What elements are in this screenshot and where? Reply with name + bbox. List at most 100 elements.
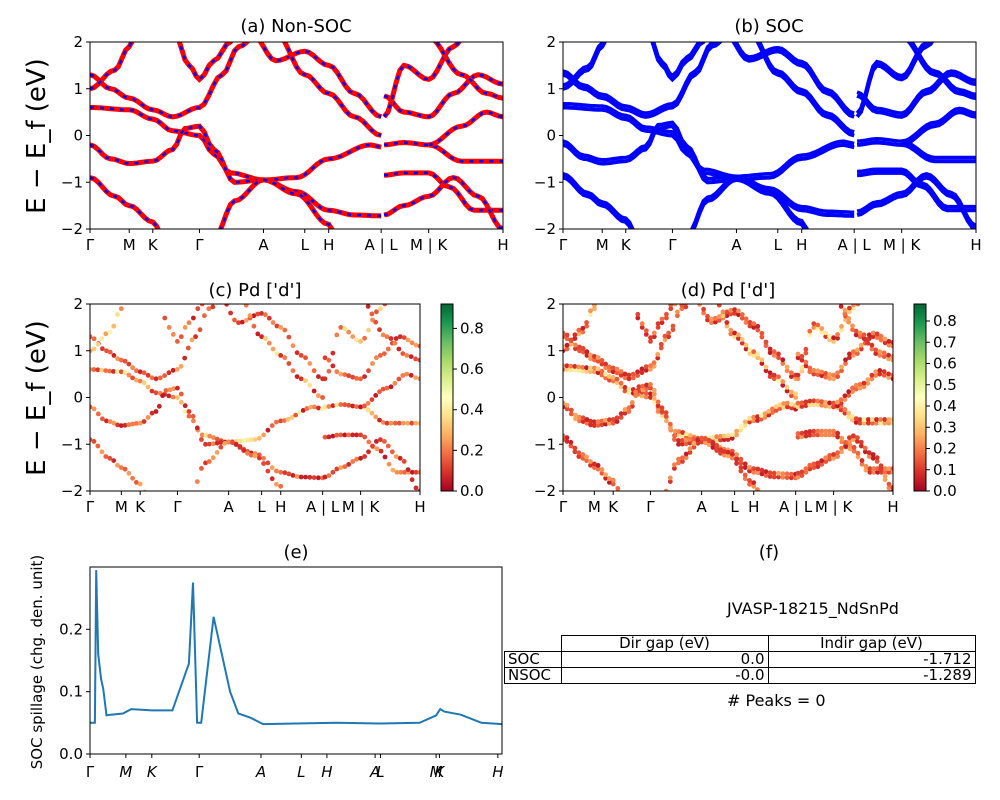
projection-point [584, 320, 589, 325]
projection-point [886, 481, 892, 487]
projection-point [819, 458, 825, 464]
projection-point [886, 469, 892, 475]
projection-point [679, 304, 685, 308]
x-tick-label: L [774, 236, 783, 254]
x-tick-label: Γ [195, 236, 204, 254]
projection-point [736, 332, 741, 338]
projection-point [815, 464, 821, 470]
projection-point [874, 420, 879, 426]
projection-point [633, 389, 638, 395]
projection-point [811, 402, 817, 407]
projection-point [873, 373, 879, 378]
projection-point [330, 363, 336, 369]
colorbar-tick-label: 0.4 [460, 401, 484, 419]
projection-point [823, 374, 829, 380]
projection-point [564, 336, 570, 342]
band-line-soc-split [857, 137, 976, 160]
projection-point [866, 332, 872, 338]
projection-point [298, 353, 304, 358]
projection-point [153, 409, 159, 414]
projection-point [130, 365, 136, 371]
projection-point [767, 470, 773, 476]
projection-point [330, 469, 336, 475]
projection-point [274, 419, 279, 425]
projection-point [194, 425, 200, 431]
projection-point [243, 304, 249, 308]
projection-point [573, 346, 578, 352]
projection-point [588, 462, 593, 468]
projection-point [365, 400, 371, 406]
projection-point [718, 437, 723, 443]
y-tick-label: 1 [546, 80, 556, 98]
projection-point [392, 380, 398, 386]
projection-point [635, 315, 641, 321]
projection-point [111, 353, 117, 358]
projection-point [149, 410, 155, 416]
projection-point [358, 297, 363, 302]
projection-point [742, 472, 748, 478]
projection-point [241, 448, 247, 453]
projection-point [850, 385, 855, 391]
projection-point [795, 431, 801, 436]
projection-point [100, 346, 105, 352]
projection-point [303, 474, 308, 480]
projection-point [413, 420, 419, 426]
projection-point [354, 337, 359, 343]
projection-point [630, 375, 636, 381]
projection-point [286, 334, 292, 340]
projection-point [755, 487, 760, 491]
projection-point [644, 382, 649, 388]
projection-point [672, 462, 677, 468]
x-tick-label: H [323, 236, 334, 254]
projection-point [763, 339, 769, 345]
projection-point [721, 449, 727, 454]
projection-point [738, 465, 744, 470]
projection-point [738, 456, 744, 462]
projection-point [867, 466, 873, 471]
band-line-soc-split [856, 171, 976, 227]
projection-point [660, 494, 665, 499]
projection-point [780, 379, 786, 384]
projection-point [402, 469, 407, 475]
projection-point [799, 434, 805, 440]
x-tick-label: M | K [342, 498, 381, 516]
projection-point [869, 372, 875, 378]
projection-point [417, 469, 420, 475]
projection-point [759, 357, 765, 363]
projection-point [322, 376, 328, 382]
projection-point [851, 445, 857, 450]
projection-point [266, 315, 272, 321]
projection-point [843, 439, 848, 445]
projection-point [189, 337, 195, 343]
projection-point [186, 320, 192, 326]
projection-point [648, 391, 653, 397]
y-tick-label: −1 [61, 173, 83, 191]
projection-point [658, 341, 664, 347]
projection-point [358, 376, 363, 382]
projection-point [175, 385, 180, 391]
projection-point [568, 411, 574, 417]
panel-e-title: (e) [283, 542, 308, 563]
projection-point [697, 304, 702, 307]
projection-point [860, 289, 865, 294]
projection-point [756, 490, 759, 491]
projection-point [599, 361, 605, 367]
projection-point [795, 404, 801, 410]
projection-point [386, 461, 392, 467]
projection-point [803, 466, 809, 471]
y-tick-label: 2 [73, 33, 83, 51]
projection-point [312, 404, 317, 410]
y-tick-label: 0 [546, 389, 556, 407]
projection-point [780, 382, 786, 388]
projection-point [743, 342, 749, 348]
projection-point [385, 346, 391, 352]
projection-point [851, 353, 856, 358]
projection-point [886, 466, 892, 471]
projection-point [662, 333, 668, 339]
projection-point [799, 469, 805, 475]
projection-point [378, 306, 383, 312]
projection-point [167, 387, 173, 393]
projection-point [811, 398, 817, 404]
